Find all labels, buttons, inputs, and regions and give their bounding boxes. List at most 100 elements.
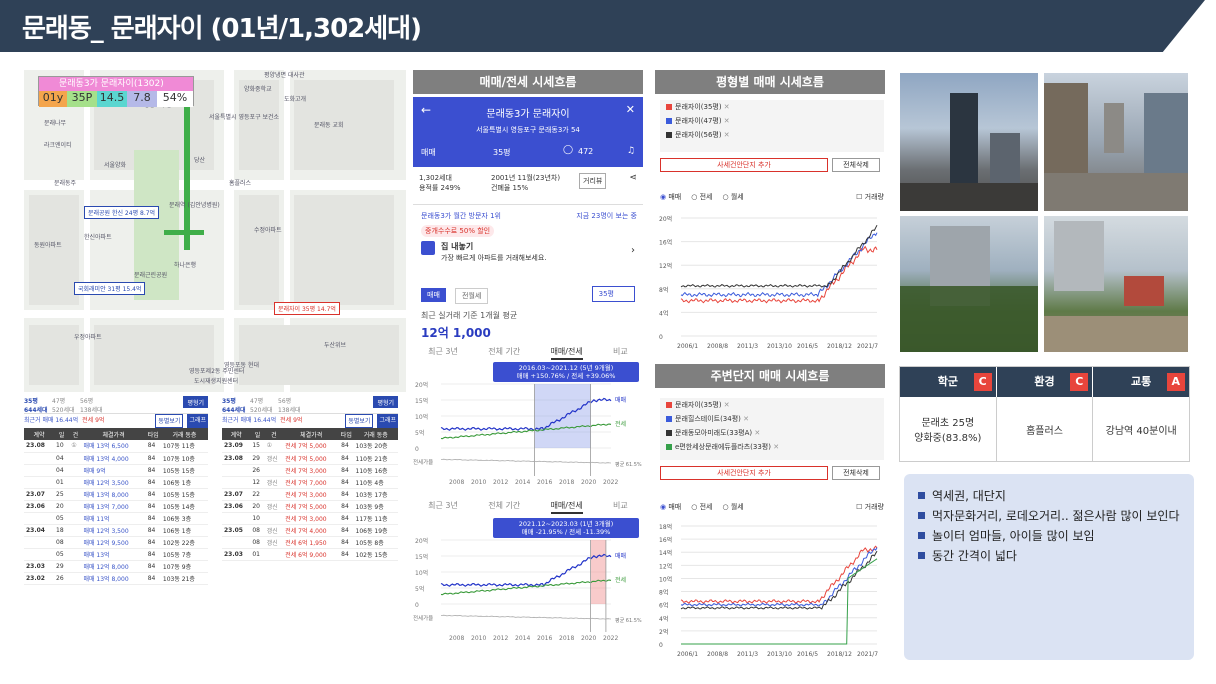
sell-subtitle: 가장 빠르게 아파트를 거래해보세요. (441, 254, 547, 262)
remove-icon[interactable]: ✕ (740, 415, 749, 423)
volume-checkbox[interactable]: ☐ 거래량 (856, 193, 884, 201)
radio-jeonse[interactable]: ○ 전세 (691, 503, 713, 511)
size-dropdown[interactable]: 35평 (591, 286, 635, 302)
table-row[interactable]: 23.09 15 ① 전세 7억 5,000 84 103동 20층 (222, 440, 398, 452)
dong-view-button[interactable]: 동별보기 (345, 414, 374, 428)
legend-item[interactable]: 문래자이(47평) ✕ (660, 114, 884, 128)
tab-56[interactable]: 56평 138세대 (80, 398, 103, 414)
radio-sale[interactable]: ◉ 매매 (660, 503, 682, 511)
far-ratio: 용적률 249% (419, 184, 461, 192)
tab-3y[interactable]: 최근 3년 (428, 347, 458, 356)
table-cell: 22 (252, 490, 260, 498)
x-tick-label: 2016/5 (797, 343, 818, 350)
add-complex-button[interactable]: 사세건안단지 추가 (660, 466, 828, 480)
table-row[interactable]: 04 매매 9억 84 105동 15층 (24, 464, 208, 476)
table-cell (222, 464, 250, 476)
back-arrow-icon[interactable]: ← (421, 103, 432, 117)
size-select[interactable]: 35평 (493, 148, 511, 157)
chevron-right-icon[interactable]: › (631, 245, 635, 256)
tab-all[interactable]: 전체 기간 (488, 347, 521, 356)
radio-monthly[interactable]: ○ 월세 (722, 503, 744, 511)
tab-rent[interactable]: 전월세 (455, 288, 489, 304)
remove-icon[interactable]: ✕ (721, 401, 730, 409)
legend-item[interactable]: 문래자이(35평) ✕ (660, 100, 884, 114)
tab-all[interactable]: 전체 기간 (488, 501, 521, 510)
remove-icon[interactable]: ✕ (721, 117, 730, 125)
legend-item[interactable]: 문래자이(56평) ✕ (660, 128, 884, 142)
table-row[interactable]: 23.03 29 매매 12억 8,000 84 107동 9층 (24, 560, 208, 572)
table-row[interactable]: 05 매매 11억 84 106동 3층 (24, 512, 208, 524)
tab-3y[interactable]: 최근 3년 (428, 501, 458, 510)
tab-sale-rent[interactable]: 매매/전세 (550, 500, 583, 514)
table-row[interactable]: 23.03 01 전세 6억 9,000 84 102동 15층 (222, 548, 398, 560)
legend-item[interactable]: 문래동모아미래도(33평A) ✕ (660, 426, 884, 440)
legend-item[interactable]: 문래자이(35평) ✕ (660, 398, 884, 412)
location-map[interactable]: 평양냉면 대사관 양화중학교 도화고개 문래나무 영등포구청 서울특별시 영등포… (24, 70, 406, 392)
remove-icon[interactable]: ✕ (770, 443, 780, 451)
dong-view-button[interactable]: 동별보기 (155, 414, 184, 428)
table-cell: 23.03 (26, 562, 45, 570)
tab-compare[interactable]: 비교 (613, 501, 628, 510)
add-complex-button[interactable]: 사세건안단지 추가 (660, 158, 828, 172)
table-row[interactable]: 08 갱신 전세 6억 1,950 84 105동 8층 (222, 536, 398, 548)
table-row[interactable]: 26 전세 7억 3,000 84 110동 16층 (222, 464, 398, 476)
tab-47[interactable]: 47평 520세대 (52, 398, 75, 414)
table-row[interactable]: 12 갱신 전세 7억 7,000 84 110동 4층 (222, 476, 398, 488)
rent-line (440, 423, 612, 440)
delete-all-button[interactable]: 전체삭제 (832, 466, 880, 480)
radio-monthly[interactable]: ○ 월세 (722, 193, 744, 201)
radio-jeonse[interactable]: ○ 전세 (691, 193, 713, 201)
table-row[interactable]: 23.06 20 매매 13억 7,000 84 105동 14층 (24, 500, 208, 512)
legend-item[interactable]: 문래힐스테이트(34평) ✕ (660, 412, 884, 426)
graph-button[interactable]: 그래프 (377, 414, 398, 428)
x-tick-label: 2021/7 (857, 343, 878, 350)
table-row[interactable]: 23.08 29 갱신 전세 7억 5,000 84 110동 21층 (222, 452, 398, 464)
table-row[interactable]: 23.07 25 매매 13억 8,000 84 105동 15층 (24, 488, 208, 500)
y-tick-label: 15억 (415, 553, 428, 561)
graph-button[interactable]: 그래프 (187, 414, 208, 428)
remove-icon[interactable]: ✕ (721, 131, 730, 139)
tab-35[interactable]: 35평 644세대 (222, 398, 246, 414)
share-icon[interactable]: ⋖ (629, 173, 637, 183)
table-row[interactable]: 01 매매 12억 3,500 84 106동 1층 (24, 476, 208, 488)
legend-item[interactable]: e편한세상문래에듀플라츠(33평) ✕ (660, 440, 884, 454)
table-row[interactable]: 23.06 20 갱신 전세 7억 5,000 84 103동 9층 (222, 500, 398, 512)
remove-icon[interactable]: ✕ (752, 429, 761, 437)
delete-all-button[interactable]: 전체삭제 (832, 158, 880, 172)
table-row[interactable]: 10 전세 7억 3,000 84 117동 11층 (222, 512, 398, 524)
size-button[interactable]: 평형기 (183, 396, 208, 408)
tab-compare[interactable]: 비교 (613, 347, 628, 356)
tab-35[interactable]: 35평 644세대 (24, 398, 48, 414)
table-cell: 84 (341, 478, 349, 486)
table-row[interactable]: 23.02 26 매매 13억 8,000 84 103동 21층 (24, 572, 208, 584)
size-button[interactable]: 평형기 (373, 396, 398, 408)
table-row[interactable]: 04 매매 13억 4,000 84 107동 10층 (24, 452, 208, 464)
legend-swatch (666, 132, 672, 138)
table-row[interactable]: 23.07 22 전세 7억 3,000 84 103동 17층 (222, 488, 398, 500)
tab-47[interactable]: 47평 520세대 (250, 398, 273, 414)
apt-price: 14.5 (97, 91, 127, 107)
map-marker-mullae-xi[interactable]: 문래자이 35평 14.7억 (274, 302, 340, 315)
sale-line (440, 397, 612, 432)
street-view-button[interactable]: 거리뷰 (579, 173, 607, 189)
bell-icon[interactable]: ♫ (626, 146, 635, 156)
sell-title[interactable]: 집 내놓기 (441, 242, 474, 251)
table-cell: 전세 7억 4,000 (285, 527, 327, 535)
table-row[interactable]: 23.05 08 갱신 전세 7억 4,000 84 106동 19층 (222, 524, 398, 536)
table-cell: 84 (147, 490, 156, 498)
comment-icon[interactable]: ◯ (563, 145, 574, 155)
table-row[interactable]: 23.04 18 매매 12억 3,500 84 106동 1층 (24, 524, 208, 536)
map-marker-hanshin[interactable]: 문래공원 한신 24평 8.7억 (84, 206, 160, 219)
remove-icon[interactable]: ✕ (721, 103, 730, 111)
table-row[interactable]: 23.08 10 ① 매매 13억 6,500 84 107동 11층 (24, 440, 208, 452)
trade-type-select[interactable]: 매매 (421, 148, 436, 157)
map-marker-raemian[interactable]: 국회래미안 31평 15.4억 (74, 282, 146, 295)
tab-56[interactable]: 56평 138세대 (278, 398, 301, 414)
radio-sale[interactable]: ◉ 매매 (660, 193, 682, 201)
tab-sale-rent[interactable]: 매매/전세 (550, 346, 583, 360)
table-row[interactable]: 05 매매 13억 84 105동 7층 (24, 548, 208, 560)
close-icon[interactable]: ✕ (625, 103, 635, 116)
volume-checkbox[interactable]: ☐ 거래량 (856, 503, 884, 511)
tab-buy[interactable]: 매매 (421, 288, 446, 302)
table-row[interactable]: 08 매매 12억 9,500 84 102동 22층 (24, 536, 208, 548)
